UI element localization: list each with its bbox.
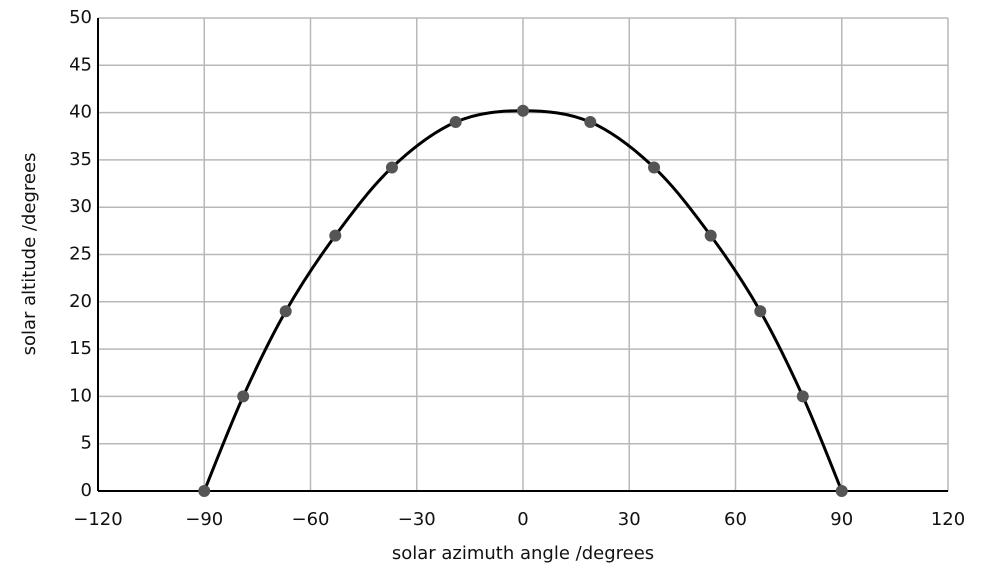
y-tick-label: 20 xyxy=(69,291,92,312)
data-point xyxy=(584,116,597,129)
y-tick-label: 15 xyxy=(69,338,92,359)
data-point xyxy=(704,229,717,242)
y-tick-label: 5 xyxy=(81,433,92,454)
x-tick-label: 0 xyxy=(517,509,528,530)
y-tick-label: 35 xyxy=(69,149,92,170)
data-point xyxy=(279,305,292,318)
y-tick-label: 30 xyxy=(69,196,92,217)
x-tick-label: 60 xyxy=(724,509,747,530)
data-point xyxy=(385,161,398,174)
data-point xyxy=(835,485,848,497)
x-axis-label: solar azimuth angle /degrees xyxy=(392,543,654,564)
data-point xyxy=(648,161,661,174)
data-point xyxy=(796,390,809,403)
y-tick-label: 50 xyxy=(69,7,92,28)
y-tick-label: 40 xyxy=(69,102,92,123)
y-tick-label: 25 xyxy=(69,244,92,265)
x-tick-label: −90 xyxy=(185,509,223,530)
x-tick-label: −30 xyxy=(398,509,436,530)
data-point xyxy=(449,116,462,129)
x-tick-label: 90 xyxy=(830,509,853,530)
x-tick-label: 30 xyxy=(618,509,641,530)
y-tick-label: 45 xyxy=(69,54,92,75)
data-point xyxy=(517,104,529,117)
data-point xyxy=(198,485,211,497)
data-point xyxy=(329,229,342,242)
x-tick-label: −60 xyxy=(292,509,330,530)
data-point xyxy=(754,305,767,318)
y-tick-label: 0 xyxy=(81,480,92,501)
y-axis-label: solar altitude /degrees xyxy=(19,153,40,356)
y-tick-label: 10 xyxy=(69,385,92,406)
x-tick-label: 120 xyxy=(931,509,965,530)
x-tick-label: −120 xyxy=(73,509,122,530)
data-point xyxy=(237,390,250,403)
